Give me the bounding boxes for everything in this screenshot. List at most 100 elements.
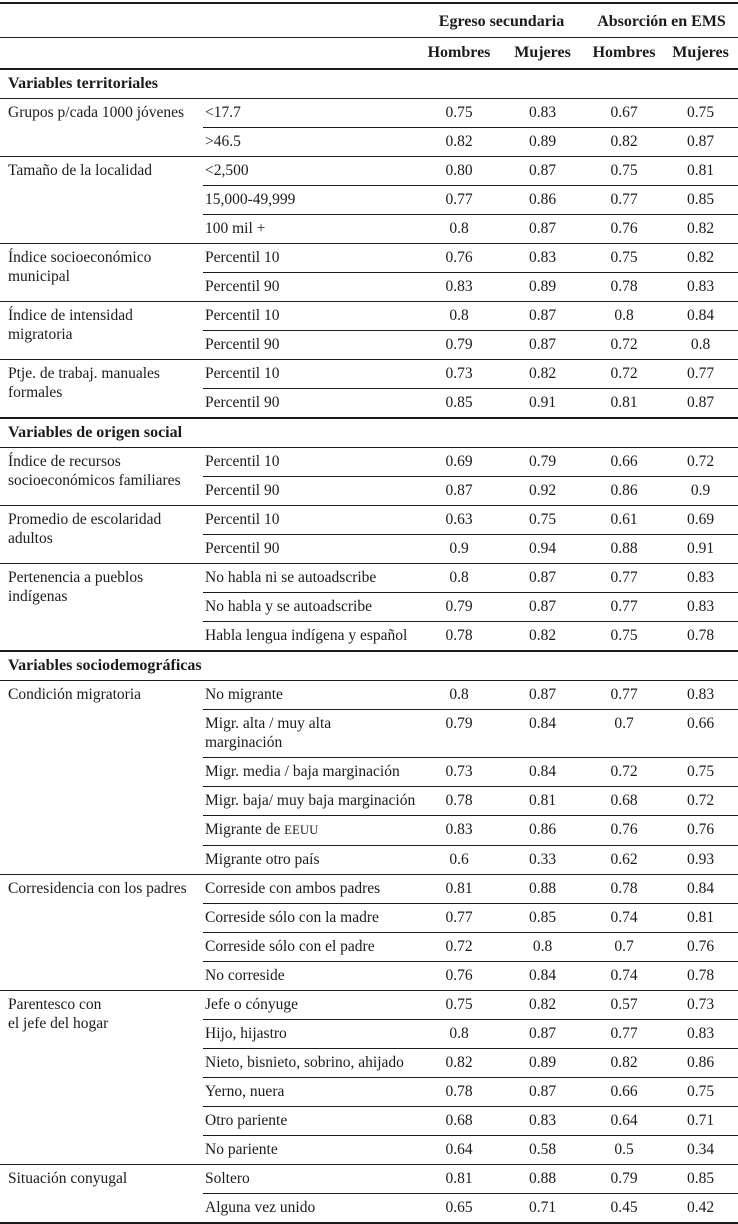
value-cell: 0.78 [418, 786, 500, 816]
row-label-cell: 15,000-49,999 [203, 185, 418, 215]
value-cell: 0.72 [663, 447, 738, 477]
row-label-cell: Otro pariente [203, 1106, 418, 1136]
value-cell: 0.85 [663, 1164, 738, 1194]
value-cell: 0.73 [418, 359, 500, 389]
section-header-row: Variables territoriales [0, 68, 738, 99]
row-label-cell: Correside sólo con la madre [203, 903, 418, 933]
value-cell: 0.74 [585, 903, 664, 933]
category-cell: Índice de intensidad migratoria [0, 301, 203, 360]
value-cell: 0.89 [500, 272, 586, 302]
table-row: >46.5 0.82 0.89 0.82 0.87 [0, 127, 738, 157]
value-cell: 0.82 [418, 127, 500, 157]
value-cell: 0.88 [500, 874, 586, 904]
table-row: Promedio de escolaridad adultos Percentil… [0, 505, 738, 564]
value-cell: 0.87 [500, 330, 586, 360]
value-cell: 0.82 [585, 127, 664, 157]
value-cell: 0.68 [585, 786, 664, 816]
value-cell: 0.85 [500, 903, 586, 933]
value-cell: 0.71 [500, 1193, 586, 1223]
table-row: Índice de intensidad migratoria Percentil… [0, 301, 738, 360]
value-cell: 0.87 [500, 592, 586, 622]
value-cell: 0.82 [500, 621, 586, 651]
value-cell: 0.8 [500, 932, 586, 962]
row-label-cell: Migrante otro país [203, 845, 418, 875]
value-cell: 0.8 [585, 301, 664, 331]
value-cell: 0.80 [418, 156, 500, 186]
row-label-cell: Correside sólo con el padre [203, 932, 418, 962]
column-group-absorcion-ems: Absorción en EMS [585, 3, 738, 38]
value-cell: 0.75 [663, 98, 738, 128]
row-label-cell: Migr. alta / muy alta marginación [203, 709, 418, 758]
table-row: Condición migratoria No migrante 0.8 0.87 0.… [0, 680, 738, 875]
row-label-cell: Yerno, nuera [203, 1077, 418, 1107]
value-cell: 0.87 [500, 1019, 586, 1049]
value-cell: 0.75 [663, 757, 738, 787]
table-row: Migr. media / baja marginación 0.73 0.84 0.… [0, 757, 738, 787]
table-row: Otro pariente 0.68 0.83 0.64 0.71 [0, 1106, 738, 1136]
value-cell: 0.83 [663, 592, 738, 622]
value-cell: 0.75 [585, 243, 664, 273]
category-cell: Ptje. de trabaj. manuales formales [0, 359, 203, 418]
value-cell: 0.79 [500, 447, 586, 477]
value-cell: 0.87 [663, 388, 738, 418]
row-label-cell: Percentil 90 [203, 534, 418, 564]
category-cell: Condición migratoria [0, 680, 203, 875]
category-cell: Corresidencia con los padres [0, 874, 203, 991]
value-cell: 0.86 [663, 1048, 738, 1078]
value-cell: 0.88 [585, 534, 664, 564]
row-label-cell: Migrante de EEUU [203, 815, 418, 846]
value-cell: 0.76 [663, 815, 738, 846]
value-cell: 0.71 [663, 1106, 738, 1136]
value-cell: 0.9 [663, 476, 738, 506]
table-row: Migr. baja/ muy baja marginación 0.78 0.81… [0, 786, 738, 816]
column-header-hombres-2: Hombres [592, 44, 656, 61]
value-cell: 0.85 [663, 185, 738, 215]
row-label-cell: <17.7 [203, 98, 418, 128]
value-cell: 0.76 [585, 214, 664, 244]
row-label-cell: Nieto, bisnieto, sobrino, ahijado [203, 1048, 418, 1078]
table-row: Habla lengua indígena y español 0.78 0.82 0… [0, 621, 738, 651]
row-label-cell: Jefe o cónyuge [203, 990, 418, 1020]
value-cell: 0.8 [418, 680, 500, 710]
value-cell: 0.9 [418, 534, 500, 564]
value-cell: 0.81 [663, 156, 738, 186]
value-cell: 0.84 [500, 961, 586, 991]
section-header-row: Variables de origen social [0, 417, 738, 448]
table-row: 15,000-49,999 0.77 0.86 0.77 0.85 [0, 185, 738, 215]
table-row: Percentil 90 0.9 0.94 0.88 0.91 [0, 534, 738, 564]
value-cell: 0.67 [585, 98, 664, 128]
table-row: Hijo, hijastro 0.8 0.87 0.77 0.83 [0, 1019, 738, 1049]
value-cell: 0.83 [500, 1106, 586, 1136]
value-cell: 0.7 [585, 932, 664, 962]
value-cell: 0.34 [663, 1135, 738, 1165]
row-label-cell: Percentil 10 [203, 243, 418, 273]
column-header-mujeres-2: Mujeres [672, 44, 729, 61]
value-cell: 0.78 [663, 621, 738, 651]
column-header-mujeres-1: Mujeres [514, 44, 571, 61]
value-cell: 0.72 [418, 932, 500, 962]
row-label-cell: >46.5 [203, 127, 418, 157]
row-label-cell: Percentil 90 [203, 476, 418, 506]
row-label-cell: Migr. baja/ muy baja marginación [203, 786, 418, 816]
value-cell: 0.75 [500, 505, 586, 535]
value-cell: 0.83 [418, 815, 500, 846]
value-cell: 0.58 [500, 1135, 586, 1165]
value-cell: 0.79 [418, 709, 500, 758]
table-row: Yerno, nuera 0.78 0.87 0.66 0.75 [0, 1077, 738, 1107]
value-cell: 0.76 [418, 243, 500, 273]
value-cell: 0.66 [663, 709, 738, 758]
table-row: No pariente 0.64 0.58 0.5 0.34 [0, 1135, 738, 1165]
value-cell: 0.83 [663, 1019, 738, 1049]
row-label-cell: Percentil 10 [203, 505, 418, 535]
value-cell: 0.81 [418, 1164, 500, 1194]
section-title: Variables territoriales [0, 68, 738, 99]
category-cell: Grupos p/cada 1000 jóvenes [0, 98, 203, 157]
value-cell: 0.83 [418, 272, 500, 302]
value-cell: 0.91 [663, 534, 738, 564]
value-cell: 0.78 [418, 1077, 500, 1107]
value-cell: 0.78 [418, 621, 500, 651]
table-row: Pertenencia a pueblos indígenas No habla … [0, 563, 738, 651]
section-title: Variables de origen social [0, 417, 738, 448]
value-cell: 0.91 [500, 388, 586, 418]
